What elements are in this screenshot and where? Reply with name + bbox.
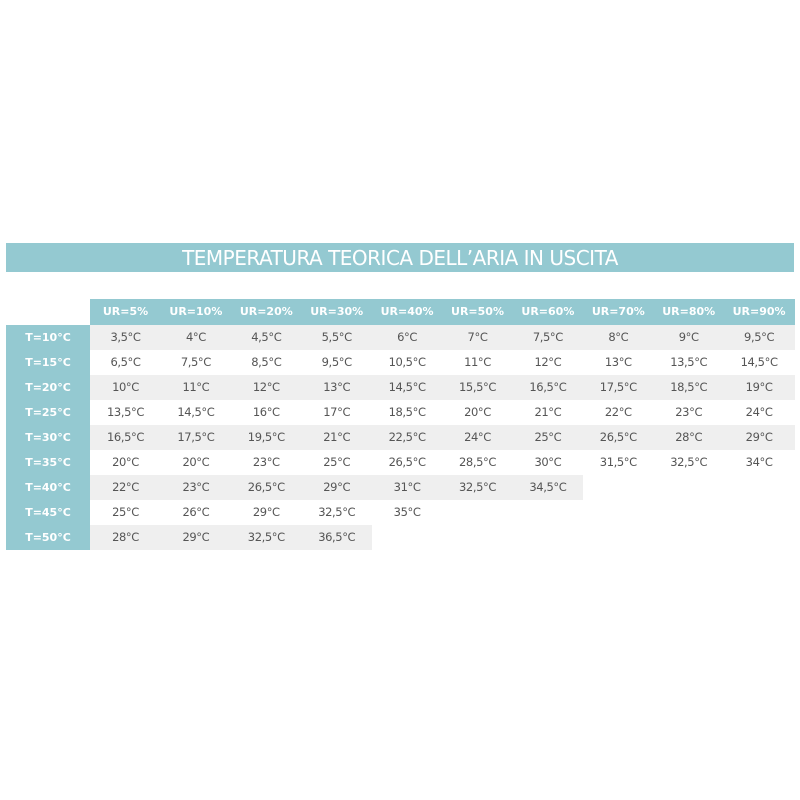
table-cell: 21°C — [301, 425, 373, 450]
table-cell: 32,5°C — [670, 455, 708, 469]
table-cell: 23°C — [160, 475, 232, 500]
row-header: T=20°C — [6, 375, 90, 400]
table-cell: 25°C — [112, 505, 139, 519]
table-cell: 20°C — [182, 455, 210, 469]
column-header: UR=50% — [442, 299, 513, 325]
table-cell: 19,5°C — [230, 425, 302, 450]
row-header: T=30°C — [6, 425, 90, 450]
table-cell: 25°C — [323, 455, 351, 469]
table-cell: 8,5°C — [251, 355, 282, 369]
table-cell: 5,5°C — [301, 325, 373, 350]
table-cell: 28,5°C — [459, 455, 496, 469]
table-cell: 22°C — [604, 405, 632, 419]
table-cell: 16,5°C — [90, 425, 161, 450]
column-header: UR=10% — [160, 299, 232, 325]
table-cell: 4,5°C — [230, 325, 302, 350]
table-cell: 12°C — [534, 355, 562, 369]
table-cell: 13°C — [604, 355, 632, 369]
row-header: T=45°C — [6, 500, 90, 525]
table-cell: 26,5°C — [230, 475, 302, 500]
table-cell: 21°C — [534, 405, 562, 419]
table-cell: 28°C — [90, 525, 161, 550]
table-cell: 30°C — [534, 455, 562, 469]
table-cell: 18,5°C — [653, 375, 725, 400]
row-header: T=15°C — [6, 350, 90, 375]
table-cell: 7°C — [442, 325, 513, 350]
table-cell: 32,5°C — [318, 505, 356, 519]
table-cell: 19°C — [723, 375, 795, 400]
table-cell: 29°C — [301, 475, 373, 500]
table-cell: 26,5°C — [388, 455, 426, 469]
table-cell: 11°C — [160, 375, 232, 400]
table-cell: 29°C — [160, 525, 232, 550]
column-header: UR=70% — [582, 299, 654, 325]
row-header: T=10°C — [6, 325, 90, 350]
table-cell: 9°C — [653, 325, 725, 350]
table-cell: 6°C — [371, 325, 443, 350]
table-cell: 16°C — [252, 405, 280, 419]
row-header: T=40°C — [6, 475, 90, 500]
table-cell: 36,5°C — [301, 525, 373, 550]
table-cell: 17,5°C — [160, 425, 232, 450]
table-cell: 14,5°C — [740, 355, 778, 369]
table-cell: 22,5°C — [371, 425, 443, 450]
table-cell: 18,5°C — [388, 405, 426, 419]
table-cell: 16,5°C — [512, 375, 584, 400]
table-cell: 23°C — [675, 405, 703, 419]
table-cell: 34,5°C — [512, 475, 584, 500]
column-header: UR=90% — [723, 299, 795, 325]
table-cell: 17,5°C — [582, 375, 654, 400]
table-cell: 24°C — [442, 425, 513, 450]
table-cell: 35°C — [393, 505, 421, 519]
table-cell: 34°C — [745, 455, 773, 469]
column-header: UR=30% — [301, 299, 373, 325]
table-cell: 20°C — [112, 455, 139, 469]
table-cell: 10°C — [90, 375, 161, 400]
column-header: UR=20% — [230, 299, 302, 325]
row-header: T=50°C — [6, 525, 90, 550]
table-cell: 13°C — [301, 375, 373, 400]
table-cell: 11°C — [464, 355, 491, 369]
table-cell: 26°C — [182, 505, 210, 519]
table-cell: 25°C — [512, 425, 584, 450]
table-cell: 8°C — [582, 325, 654, 350]
table-cell: 7,5°C — [180, 355, 211, 369]
table-cell: 4°C — [160, 325, 232, 350]
table-cell: 13,5°C — [670, 355, 708, 369]
table-cell: 29°C — [252, 505, 280, 519]
column-header: UR=80% — [653, 299, 725, 325]
table-cell: 3,5°C — [90, 325, 161, 350]
table-cell: 14,5°C — [177, 405, 215, 419]
column-header: UR=5% — [90, 299, 161, 325]
table-cell: 17°C — [323, 405, 351, 419]
table-cell: 22°C — [90, 475, 161, 500]
table-cell: 32,5°C — [230, 525, 302, 550]
table-cell: 29°C — [723, 425, 795, 450]
table-cell: 7,5°C — [512, 325, 584, 350]
table-cell: 32,5°C — [442, 475, 513, 500]
table-cell: 31,5°C — [599, 455, 637, 469]
table-cell: 14,5°C — [371, 375, 443, 400]
table-cell: 31°C — [371, 475, 443, 500]
table-cell: 9,5°C — [723, 325, 795, 350]
table-cell: 13,5°C — [107, 405, 144, 419]
table-cell: 23°C — [252, 455, 280, 469]
table-cell: 26,5°C — [582, 425, 654, 450]
column-header: UR=60% — [512, 299, 584, 325]
table-cell: 6,5°C — [110, 355, 141, 369]
table-cell: 9,5°C — [321, 355, 352, 369]
table-cell: 20°C — [464, 405, 491, 419]
row-header: T=25°C — [6, 400, 90, 425]
row-header: T=35°C — [6, 450, 90, 475]
table-cell: 24°C — [745, 405, 773, 419]
table-cell: 10,5°C — [388, 355, 426, 369]
table-cell: 28°C — [653, 425, 725, 450]
column-header: UR=40% — [371, 299, 443, 325]
table-title: TEMPERATURA TEORICA DELL’ARIA IN USCITA — [6, 243, 794, 272]
table-cell: 12°C — [230, 375, 302, 400]
table-cell: 15,5°C — [442, 375, 513, 400]
